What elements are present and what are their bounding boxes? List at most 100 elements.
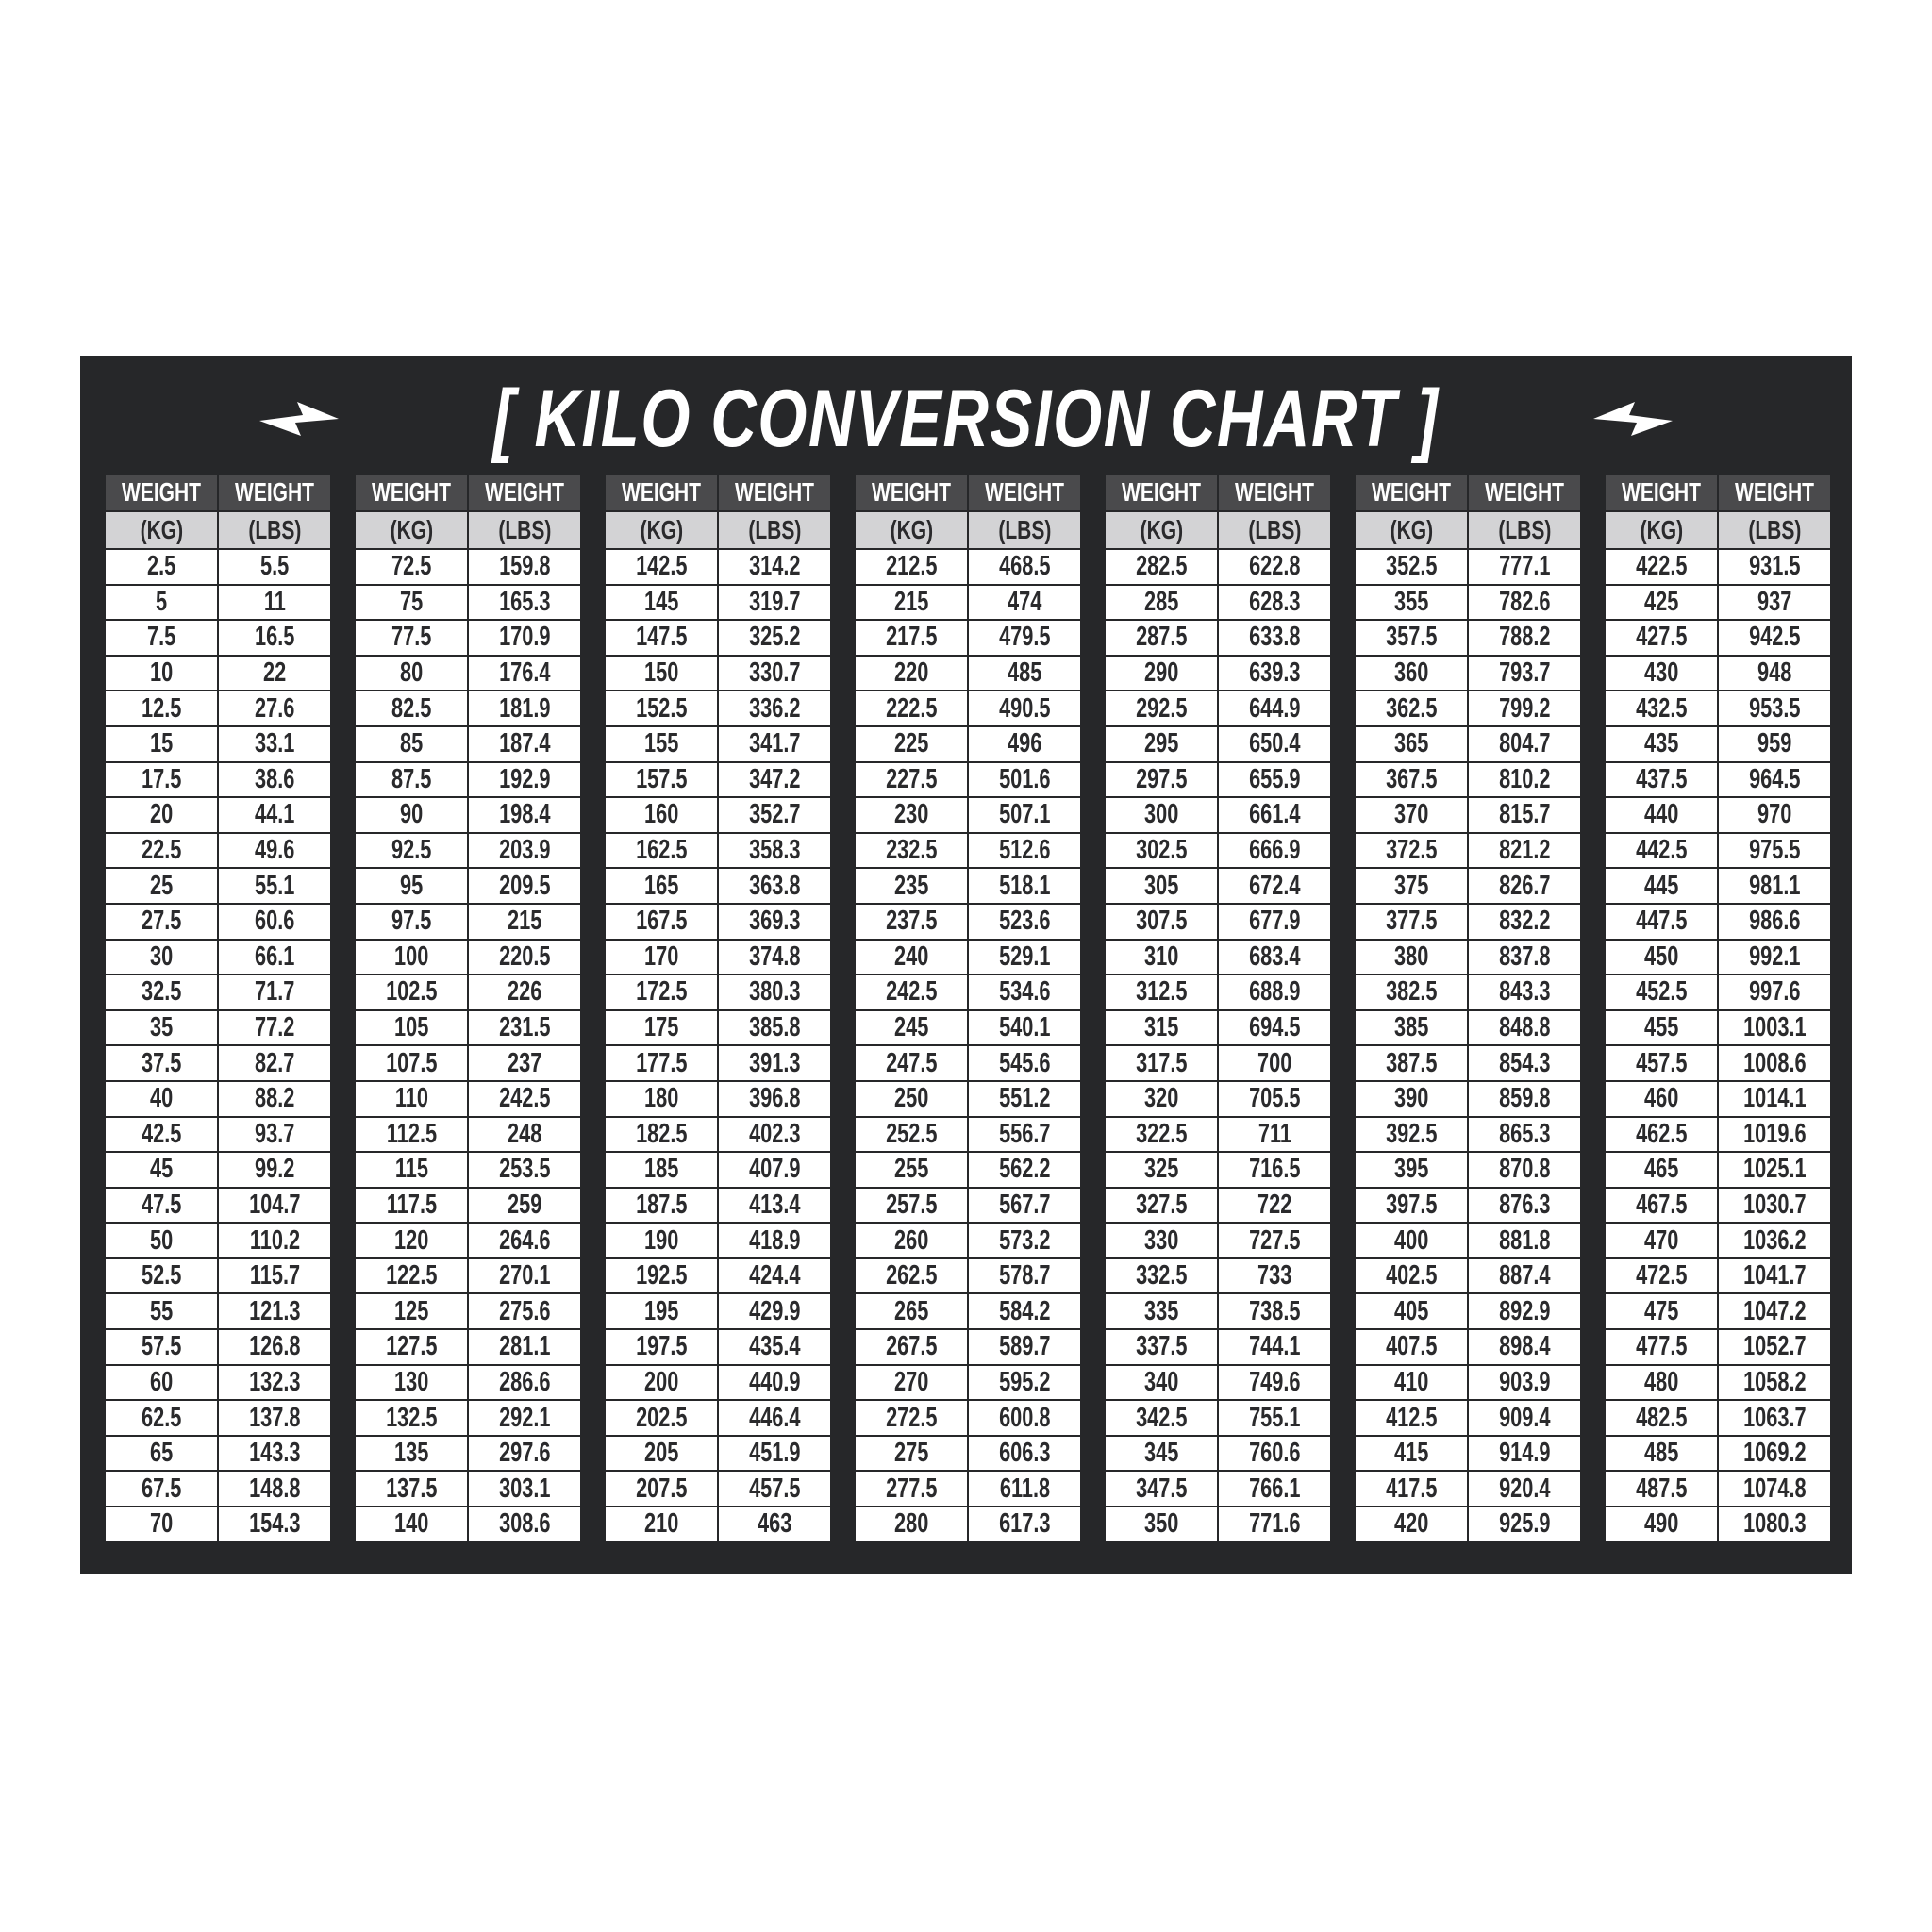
lbs-cell-text: 937	[1757, 586, 1792, 617]
lbs-cell-text: 997.6	[1748, 976, 1801, 1008]
lbs-cell: 93.7	[219, 1117, 330, 1152]
lbs-cell-text: 986.6	[1748, 906, 1801, 937]
lbs-cell-text: 518.1	[998, 870, 1051, 901]
lbs-cell-text: 374.8	[748, 941, 801, 972]
lbs-cell-text: 788.2	[1498, 622, 1551, 653]
lbs-cell-text: 727.5	[1248, 1224, 1301, 1256]
lbs-cell: 986.6	[1719, 904, 1830, 939]
lbs-cell-text: 804.7	[1498, 728, 1551, 759]
kg-cell-text: 480	[1643, 1366, 1679, 1397]
kg-cell: 145	[606, 585, 717, 620]
lbs-cell: 512.6	[969, 833, 1080, 868]
lbs-cell: 66.1	[219, 940, 330, 974]
header-weight-lbs-text: WEIGHT	[985, 477, 1064, 507]
lbs-cell-text: 407.9	[748, 1154, 801, 1185]
lbs-cell-text: 810.2	[1498, 763, 1551, 794]
lbs-cell-text: 121.3	[248, 1295, 301, 1326]
lbs-cell: 49.6	[219, 833, 330, 868]
kg-cell: 287.5	[1106, 621, 1217, 655]
lbs-cell-text: 964.5	[1748, 763, 1801, 794]
lbs-cell: 925.9	[1469, 1507, 1580, 1541]
lbs-cell-text: 88.2	[254, 1083, 295, 1114]
kg-cell: 77.5	[356, 621, 467, 655]
kg-cell-text: 90	[399, 799, 424, 830]
kg-cell-text: 360	[1393, 658, 1429, 689]
lbs-cell: 463	[719, 1507, 830, 1541]
kg-cell: 302.5	[1106, 833, 1217, 868]
kg-cell: 370	[1356, 798, 1467, 832]
kg-cell: 50	[106, 1224, 217, 1257]
lbs-cell: 132.3	[219, 1365, 330, 1400]
kg-cell-text: 157.5	[635, 763, 688, 794]
kg-cell: 152.5	[606, 691, 717, 725]
kg-cell: 485	[1606, 1436, 1717, 1471]
kg-cell: 487.5	[1606, 1472, 1717, 1507]
lbs-cell: 661.4	[1219, 798, 1330, 832]
lbs-cell: 352.7	[719, 798, 830, 832]
lbs-cell-text: 325.2	[748, 622, 801, 653]
kg-cell-text: 2.5	[146, 551, 176, 582]
kg-cell-text: 207.5	[635, 1473, 688, 1504]
lbs-cell-text: 115.7	[249, 1260, 300, 1291]
kg-cell: 2.5	[106, 550, 217, 584]
header-unit-lbs-text: (LBS)	[248, 515, 301, 544]
kg-cell-text: 190	[643, 1224, 679, 1256]
lbs-cell: 711	[1219, 1117, 1330, 1152]
lbs-cell: 165.3	[469, 585, 580, 620]
lbs-cell-text: 523.6	[998, 906, 1051, 937]
kg-cell-text: 85	[399, 728, 424, 759]
kg-cell-text: 172.5	[635, 976, 688, 1008]
kg-cell-text: 40	[149, 1083, 174, 1114]
lbs-cell: 336.2	[719, 691, 830, 725]
lbs-cell-text: 203.9	[498, 835, 551, 866]
lbs-cell-text: 440.9	[748, 1366, 801, 1397]
lbs-cell: 55.1	[219, 869, 330, 903]
kg-cell-text: 242.5	[885, 976, 938, 1008]
lbs-cell: 848.8	[1469, 1010, 1580, 1045]
kg-cell-text: 317.5	[1135, 1047, 1188, 1078]
lbs-cell-text: 914.9	[1498, 1438, 1551, 1469]
kg-cell-text: 315	[1143, 1012, 1179, 1043]
kg-cell: 112.5	[356, 1117, 467, 1152]
kg-cell: 207.5	[606, 1472, 717, 1507]
lbs-cell-text: 1003.1	[1742, 1012, 1807, 1043]
header-unit-lbs-text: (LBS)	[1248, 515, 1301, 544]
kg-cell-text: 60	[149, 1366, 174, 1397]
header-unit-kg: (KG)	[356, 512, 467, 548]
kg-cell: 262.5	[856, 1258, 967, 1293]
kg-cell-text: 142.5	[635, 551, 688, 582]
header-unit-lbs-text: (LBS)	[1748, 515, 1801, 544]
lbs-cell: 27.6	[219, 691, 330, 725]
kg-cell-text: 330	[1143, 1224, 1179, 1256]
lbs-cell: 556.7	[969, 1117, 1080, 1152]
kg-cell-text: 250	[893, 1083, 929, 1114]
lbs-cell: 110.2	[219, 1224, 330, 1257]
lbs-cell: 220.5	[469, 940, 580, 974]
lbs-cell: 1080.3	[1719, 1507, 1830, 1541]
kg-cell: 342.5	[1106, 1401, 1217, 1435]
header-unit-lbs-text: (LBS)	[498, 515, 551, 544]
lbs-cell-text: 248	[507, 1118, 542, 1149]
lbs-cell: 1041.7	[1719, 1258, 1830, 1293]
kg-cell-text: 412.5	[1385, 1402, 1438, 1433]
kg-cell-text: 20	[149, 799, 174, 830]
kg-cell: 195	[606, 1294, 717, 1329]
lbs-cell-text: 413.4	[748, 1189, 801, 1220]
lbs-cell-text: 1052.7	[1742, 1331, 1807, 1362]
kg-cell: 382.5	[1356, 975, 1467, 1009]
lbs-cell: 633.8	[1219, 621, 1330, 655]
kg-cell: 7.5	[106, 621, 217, 655]
lbs-cell-text: 303.1	[498, 1473, 551, 1504]
kg-cell: 175	[606, 1010, 717, 1045]
lbs-cell-text: 617.3	[998, 1508, 1051, 1540]
kg-cell: 132.5	[356, 1401, 467, 1435]
kg-cell-text: 72.5	[391, 551, 432, 582]
kg-cell-text: 347.5	[1135, 1473, 1188, 1504]
kg-cell: 147.5	[606, 621, 717, 655]
lbs-cell-text: 622.8	[1248, 551, 1301, 582]
kg-cell-text: 472.5	[1635, 1260, 1688, 1291]
kg-cell-text: 217.5	[885, 622, 938, 653]
lbs-cell: 154.3	[219, 1507, 330, 1541]
kg-cell: 87.5	[356, 762, 467, 797]
kg-cell: 185	[606, 1153, 717, 1187]
